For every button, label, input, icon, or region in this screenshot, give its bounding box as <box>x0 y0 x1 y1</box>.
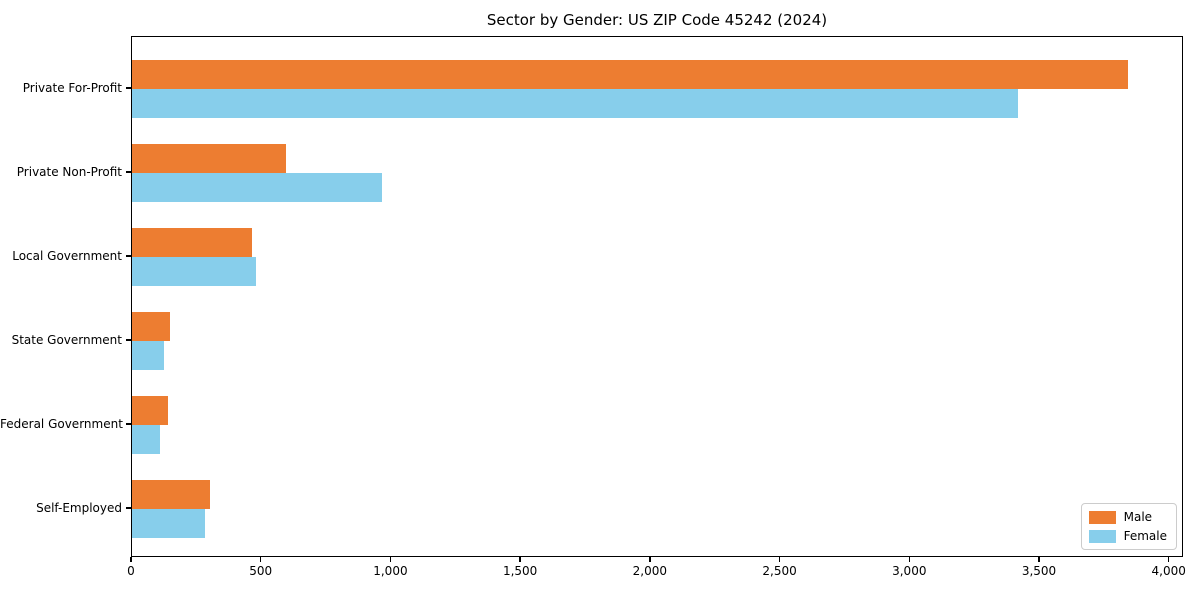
bar-male-2 <box>132 228 253 257</box>
bar-female-0 <box>132 89 1018 118</box>
y-axis-label: State Government <box>11 333 122 347</box>
legend: Male Female <box>1080 503 1177 550</box>
y-tick <box>126 339 131 341</box>
bar-female-4 <box>132 425 161 454</box>
y-tick <box>126 423 131 425</box>
x-tick-label: 2,000 <box>632 564 668 578</box>
male-series-swatch <box>1088 510 1116 524</box>
x-tick <box>130 557 132 562</box>
y-axis-label: Local Government <box>12 249 122 263</box>
x-tick-label: 2,500 <box>762 564 797 578</box>
x-tick <box>908 557 911 562</box>
bar-female-5 <box>132 509 205 538</box>
bar-male-1 <box>132 144 287 173</box>
x-tick <box>649 557 651 562</box>
y-tick <box>126 87 131 89</box>
legend-item-male: Male <box>1088 510 1167 524</box>
legend-label-female: Female <box>1123 529 1167 543</box>
legend-item-female: Female <box>1088 529 1167 543</box>
x-tick-label: 500 <box>249 564 273 578</box>
bar-female-1 <box>132 173 382 202</box>
y-axis-label: Federal Government <box>0 417 123 431</box>
y-tick <box>126 171 131 173</box>
bar-female-2 <box>132 257 257 286</box>
x-tick <box>1167 557 1170 562</box>
bar-male-0 <box>132 60 1128 89</box>
y-axis-label: Private Non-Profit <box>16 165 122 179</box>
y-tick <box>126 507 131 509</box>
y-axis-label: Self-Employed <box>36 501 122 515</box>
female-series-swatch <box>1088 529 1116 543</box>
x-tick <box>1038 557 1040 562</box>
bar-male-4 <box>132 396 169 425</box>
x-tick-label: 0 <box>127 564 135 578</box>
x-tick-label: 1,000 <box>373 564 408 578</box>
bar-female-3 <box>132 341 165 370</box>
x-tick-label: 1,500 <box>502 564 538 578</box>
y-tick <box>126 255 131 257</box>
plot-area: Male Female <box>131 36 1183 557</box>
legend-label-male: Male <box>1123 510 1153 524</box>
x-tick-label: 3,000 <box>892 564 927 578</box>
chart-title: Sector by Gender: US ZIP Code 45242 (202… <box>486 11 828 29</box>
x-tick <box>389 557 392 562</box>
x-tick-label: 3,500 <box>1021 564 1057 578</box>
x-tick <box>259 557 262 562</box>
y-axis-label: Private For-Profit <box>22 81 122 95</box>
x-tick <box>778 557 781 562</box>
x-tick <box>519 557 521 562</box>
bar-male-3 <box>132 312 170 341</box>
x-tick-label: 4,000 <box>1151 564 1186 578</box>
bar-male-5 <box>132 480 210 509</box>
